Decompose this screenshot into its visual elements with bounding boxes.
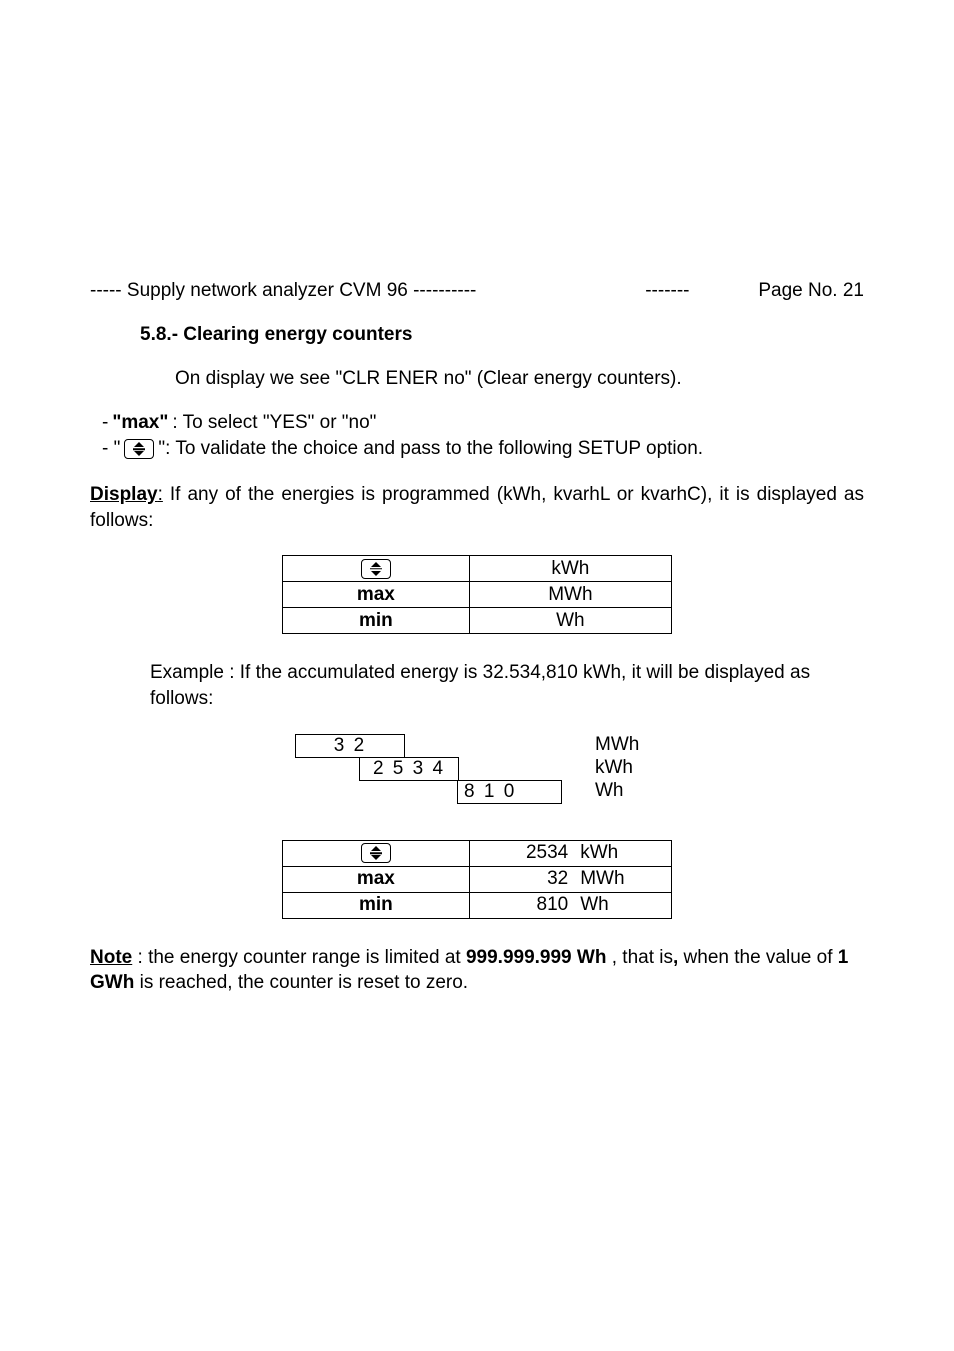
diagram-box-kwh: 2 5 3 4: [359, 757, 459, 781]
table-row: min Wh: [283, 608, 672, 634]
note-text-part: : the energy counter range is limited at: [132, 947, 466, 968]
bullet-text: : To select "YES" or "no": [172, 412, 376, 434]
table-cell: max: [283, 582, 470, 608]
note-paragraph: Note : the energy counter range is limit…: [90, 945, 864, 996]
table-cell: 810: [469, 892, 574, 918]
table-cell: Wh: [469, 608, 671, 634]
note-text-part: , that is: [606, 947, 673, 968]
bullet-arrow: - " ": To validate the choice and pass to…: [102, 438, 864, 460]
updown-icon: [361, 843, 391, 863]
energy-diagram: 3 2 2 5 3 4 8 1 0 MWh kWh Wh: [295, 734, 655, 814]
display-table: kWh max MWh min Wh: [282, 555, 672, 634]
updown-icon: [361, 559, 391, 579]
table-cell: MWh: [469, 582, 671, 608]
intro-text: On display we see "CLR ENER no" (Clear e…: [175, 368, 864, 390]
table-cell: kWh: [574, 840, 671, 866]
page-header: ----- Supply network analyzer CVM 96 ---…: [90, 280, 864, 302]
diagram-box-wh: 8 1 0: [457, 780, 562, 804]
table-cell: 2534: [469, 840, 574, 866]
table-cell-icon: [283, 840, 470, 866]
header-mid: -------: [645, 280, 689, 302]
table-row: min 810 Wh: [283, 892, 672, 918]
note-text-part: is reached, the counter is reset to zero…: [134, 972, 468, 993]
table-row: max 32 MWh: [283, 866, 672, 892]
values-table: 2534 kWh max 32 MWh min 810 Wh: [282, 840, 672, 919]
bullet-max: - "max": To select "YES" or "no": [102, 412, 864, 434]
diagram-label: Wh: [595, 780, 624, 804]
bullet-text: -: [102, 412, 108, 434]
example-text: Example : If the accumulated energy is 3…: [150, 660, 864, 711]
table-cell: min: [283, 608, 470, 634]
note-label: Note: [90, 947, 132, 968]
table-cell: min: [283, 892, 470, 918]
bullet-text: - ": [102, 438, 120, 460]
table-cell: 32: [469, 866, 574, 892]
table-cell: kWh: [469, 556, 671, 582]
header-right: Page No. 21: [758, 280, 864, 302]
note-bold: 999.999.999 Wh: [466, 947, 606, 968]
section-heading: 5.8.- Clearing energy counters: [140, 324, 864, 346]
display-rest: If any of the energies is programmed (kW…: [90, 484, 864, 531]
display-paragraph: Display: If any of the energies is progr…: [90, 482, 864, 533]
table-cell: Wh: [574, 892, 671, 918]
bullet-bold: "max": [112, 412, 168, 434]
table-row: max MWh: [283, 582, 672, 608]
display-label: Display: [90, 484, 158, 505]
bullet-text: ": To validate the choice and pass to th…: [158, 438, 703, 460]
note-text-part: when the value of: [678, 947, 838, 968]
diagram-box-mwh: 3 2: [295, 734, 405, 758]
table-row: kWh: [283, 556, 672, 582]
diagram-label: MWh: [595, 734, 639, 758]
header-left: ----- Supply network analyzer CVM 96 ---…: [90, 280, 476, 302]
table-cell-icon: [283, 556, 470, 582]
table-cell: MWh: [574, 866, 671, 892]
updown-icon: [124, 439, 154, 459]
diagram-label: kWh: [595, 757, 633, 781]
table-cell: max: [283, 866, 470, 892]
table-row: 2534 kWh: [283, 840, 672, 866]
